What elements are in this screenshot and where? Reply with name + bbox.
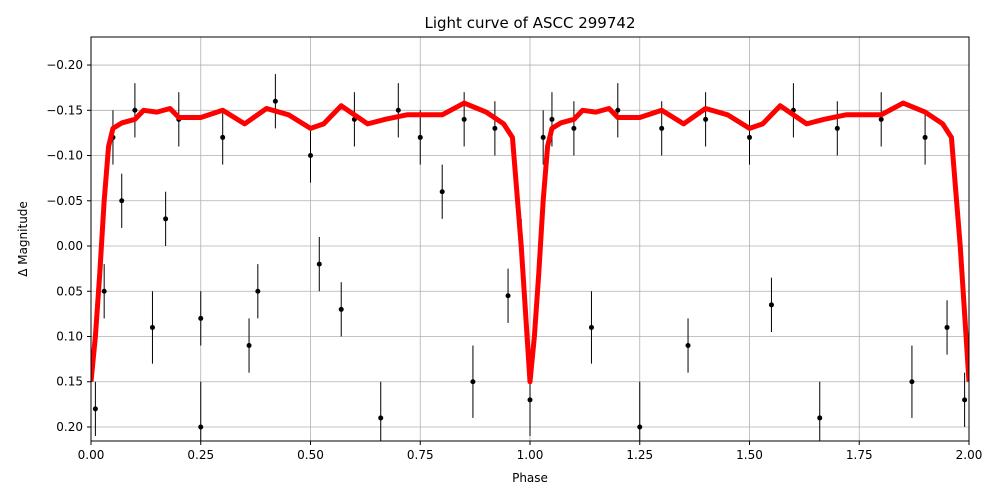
data-point bbox=[101, 288, 107, 294]
data-point bbox=[878, 116, 884, 122]
y-tick-label: −0.20 bbox=[46, 58, 83, 72]
data-point bbox=[119, 198, 125, 204]
data-point bbox=[505, 293, 511, 299]
data-point bbox=[308, 153, 313, 159]
x-tick-label: 1.25 bbox=[626, 448, 653, 462]
data-point bbox=[378, 415, 384, 421]
data-point bbox=[470, 379, 476, 385]
data-point bbox=[272, 98, 278, 104]
data-point bbox=[198, 424, 204, 430]
x-tick-label: 0.50 bbox=[297, 448, 324, 462]
data-point bbox=[659, 125, 665, 131]
data-point bbox=[909, 379, 915, 385]
plot-frame bbox=[90, 36, 970, 442]
x-tick-label: 1.00 bbox=[517, 448, 544, 462]
plot-area bbox=[91, 74, 969, 441]
data-point bbox=[163, 216, 169, 222]
data-point bbox=[338, 306, 344, 312]
data-point bbox=[461, 116, 467, 122]
y-tick-label: 0.10 bbox=[56, 329, 83, 343]
x-axis-label: Phase bbox=[512, 471, 548, 485]
data-point bbox=[132, 107, 138, 113]
data-point bbox=[817, 415, 823, 421]
data-point bbox=[540, 134, 546, 140]
data-point bbox=[962, 397, 968, 403]
data-point bbox=[834, 125, 840, 131]
data-point bbox=[316, 261, 322, 267]
y-tick-label: 0.05 bbox=[56, 284, 83, 298]
data-point bbox=[255, 288, 261, 294]
data-point bbox=[198, 315, 204, 321]
data-point bbox=[615, 107, 621, 113]
y-tick-label: −0.05 bbox=[46, 194, 83, 208]
x-tick-label: 2.00 bbox=[956, 448, 983, 462]
x-tick-label: 0.25 bbox=[187, 448, 214, 462]
data-point bbox=[944, 324, 950, 330]
data-point bbox=[571, 125, 577, 131]
data-point bbox=[527, 397, 533, 403]
y-tick-label: −0.15 bbox=[46, 103, 83, 117]
data-point bbox=[492, 125, 498, 131]
model-curve bbox=[91, 100, 969, 385]
x-tick-label: 1.75 bbox=[846, 448, 873, 462]
y-tick-label: 0.20 bbox=[56, 420, 83, 434]
data-point bbox=[220, 134, 226, 140]
x-tick-label: 1.50 bbox=[736, 448, 763, 462]
y-tick-label: −0.10 bbox=[46, 149, 83, 163]
data-point bbox=[768, 302, 774, 308]
data-point bbox=[395, 107, 401, 113]
x-tick-label: 0.00 bbox=[78, 448, 105, 462]
data-point bbox=[685, 343, 691, 349]
data-point bbox=[92, 406, 98, 412]
chart-title: Light curve of ASCC 299742 bbox=[425, 14, 636, 32]
y-tick-label: 0.00 bbox=[56, 239, 83, 253]
data-point bbox=[703, 116, 709, 122]
data-point bbox=[246, 343, 252, 349]
data-point bbox=[922, 134, 928, 140]
data-point bbox=[549, 116, 555, 122]
data-point bbox=[417, 134, 423, 140]
y-axis-label: Δ Magnitude bbox=[16, 201, 30, 277]
data-point bbox=[149, 324, 155, 330]
data-point bbox=[588, 324, 594, 330]
y-tick-label: 0.15 bbox=[56, 375, 83, 389]
data-point bbox=[747, 134, 752, 140]
x-tick-label: 0.75 bbox=[407, 448, 434, 462]
data-point bbox=[637, 424, 643, 430]
data-point bbox=[439, 189, 445, 195]
